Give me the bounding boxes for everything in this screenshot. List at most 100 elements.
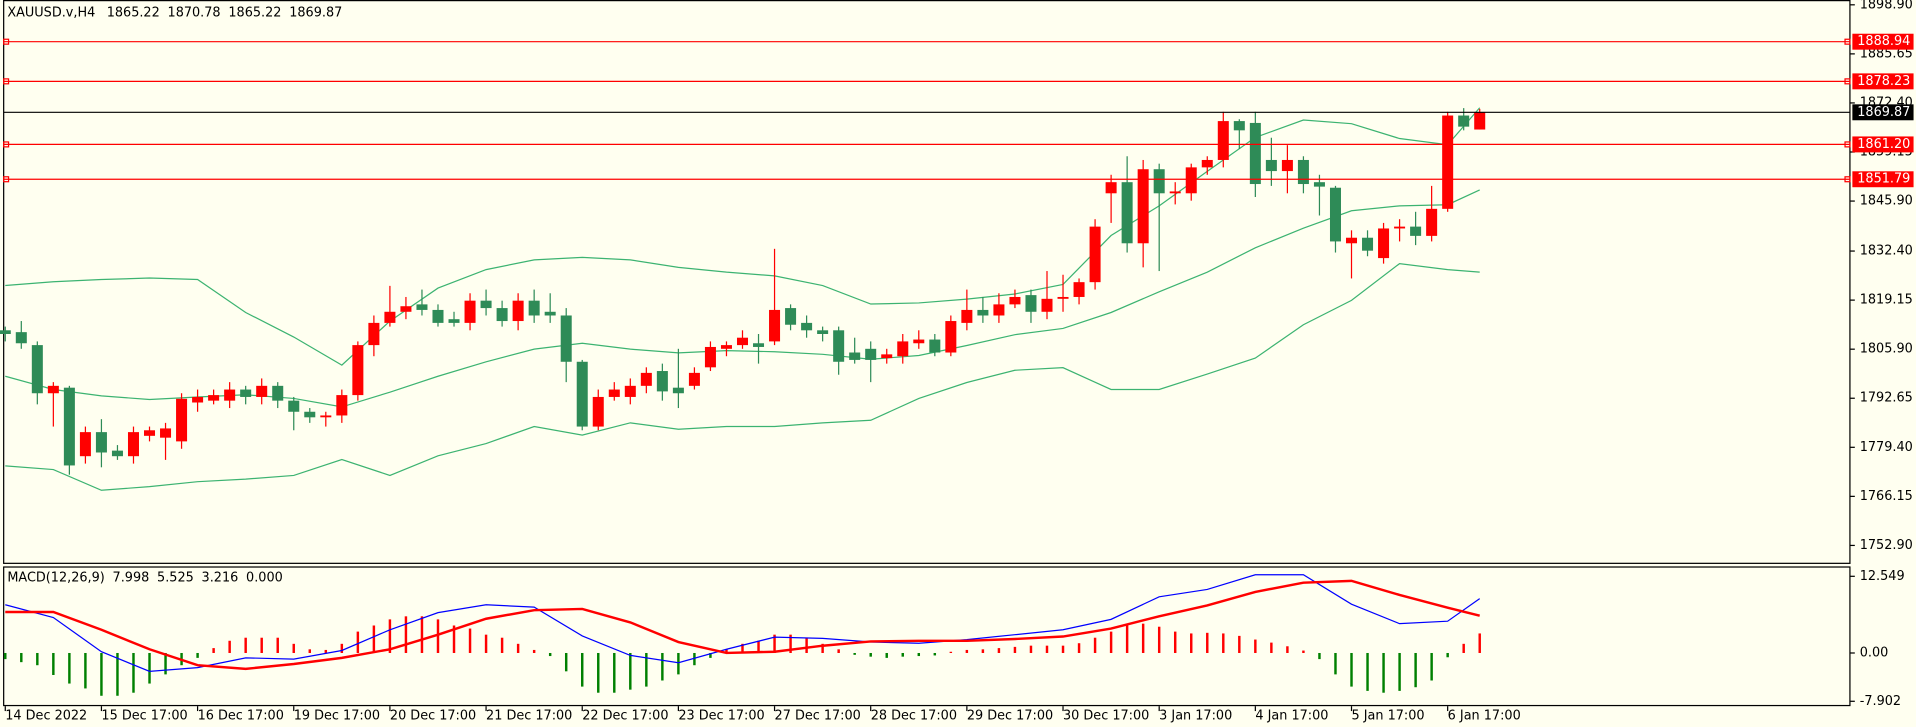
x-tick-label: 30 Dec 17:00 [1063, 708, 1149, 723]
bollinger-band [5, 189, 1480, 408]
level-marker [1844, 38, 1851, 45]
x-tick-label: 15 Dec 17:00 [101, 708, 187, 723]
candle-body [1073, 282, 1085, 297]
candle-body [1394, 226, 1406, 229]
macd-histogram-bar [725, 649, 728, 653]
macd-histogram-bar [1238, 635, 1241, 653]
candle-body [63, 387, 75, 466]
x-tick-label: 20 Dec 17:00 [390, 708, 476, 723]
candle-body [544, 311, 556, 316]
macd-histogram-bar [1462, 643, 1465, 653]
price-label-box [1852, 104, 1914, 121]
macd-histogram-bar [853, 652, 856, 655]
candle-body [1217, 121, 1229, 160]
macd-histogram-bar [1334, 652, 1337, 675]
macd-histogram-bar [821, 643, 824, 653]
macd-histogram-bar [1125, 625, 1129, 653]
candle-body [160, 428, 172, 438]
macd-histogram-bar [1398, 652, 1401, 691]
macd-histogram-bar [597, 652, 600, 693]
macd-histogram-bar [4, 652, 7, 660]
candle-body [624, 385, 636, 397]
candle-body [993, 304, 1005, 316]
candle-body [272, 385, 284, 401]
last-high: 1870.78 [168, 5, 221, 20]
level-label-box [1852, 171, 1914, 188]
candle-body [127, 432, 139, 457]
macd-histogram-bar [388, 619, 392, 653]
x-tick-label: 23 Dec 17:00 [678, 708, 764, 723]
macd-readout: 5.525 [157, 570, 194, 585]
macd-histogram-bar [1350, 652, 1353, 687]
macd-histogram-bar [1222, 633, 1225, 653]
candle-body [111, 450, 123, 457]
candle-body [1233, 121, 1245, 131]
x-tick-label: 5 Jan 17:00 [1352, 708, 1425, 723]
macd-histogram-bar [1382, 652, 1385, 693]
macd-histogram-bar [885, 652, 888, 658]
candle-body [512, 300, 524, 322]
macd-y-tick-label: -7.902 [1860, 694, 1901, 709]
candle-body [1041, 298, 1053, 312]
macd-histogram-bar [741, 643, 744, 653]
candle-body [753, 343, 765, 347]
candle-body [368, 322, 380, 346]
candle-body [1009, 296, 1021, 305]
candle-body [897, 341, 909, 357]
y-tick-label: 1832.40 [1860, 244, 1913, 259]
candle-body [1313, 182, 1325, 187]
candle-body [1329, 187, 1341, 242]
candle-body [1345, 237, 1358, 244]
macd-readout: 7.998 [113, 570, 150, 585]
macd-histogram-bar [693, 652, 696, 666]
macd-readout: 3.216 [202, 570, 239, 585]
candle-body [833, 330, 845, 362]
level-marker [1844, 176, 1851, 183]
macd-y-tick-label: 0.00 [1860, 645, 1889, 660]
level-marker [3, 176, 10, 183]
candle-body [1442, 115, 1454, 209]
candle-body [528, 300, 540, 316]
y-tick-label: 1898.90 [1860, 0, 1913, 12]
level-marker [1844, 78, 1851, 85]
macd-histogram-bar [1141, 623, 1145, 653]
candle-body [1474, 112, 1486, 130]
candle-body [1153, 169, 1165, 194]
level-marker [3, 38, 10, 45]
macd-histogram-bar [164, 652, 167, 675]
candle-body [480, 300, 492, 309]
macd-histogram-bar [372, 625, 376, 653]
candle-body [961, 309, 973, 323]
macd-histogram-bar [276, 637, 279, 653]
macd-histogram-bar [997, 648, 1001, 653]
macd-histogram-bar [228, 640, 231, 653]
macd-readout: 0.000 [246, 570, 283, 585]
macd-histogram-bar [356, 631, 360, 653]
candle-body [1410, 226, 1422, 236]
candle-body [496, 308, 508, 322]
candle-body [688, 372, 700, 386]
macd-histogram-bar [1077, 643, 1081, 653]
candle-body [1458, 115, 1470, 127]
macd-histogram-bar [1414, 652, 1417, 688]
macd-histogram-bar [1093, 637, 1097, 653]
candle-body [672, 387, 684, 394]
macd-histogram-bar [212, 648, 215, 653]
macd-title: MACD(12,26,9) [7, 570, 104, 585]
macd-histogram-bar [805, 637, 808, 653]
macd-histogram-bar [1270, 642, 1273, 653]
candle-body [31, 345, 43, 394]
macd-histogram-bar [1254, 639, 1257, 653]
candle-body [416, 304, 428, 310]
candle-body [608, 389, 620, 397]
candle-body [208, 395, 220, 401]
last-open: 1865.22 [107, 5, 160, 20]
candle-body [881, 354, 893, 359]
macd-histogram-bar [661, 652, 664, 681]
macd-histogram-bar [100, 652, 103, 696]
macd-histogram-bar [148, 652, 151, 684]
candle-body [1249, 122, 1261, 185]
macd-histogram-bar [308, 649, 312, 653]
macd-histogram-bar [1318, 652, 1321, 660]
